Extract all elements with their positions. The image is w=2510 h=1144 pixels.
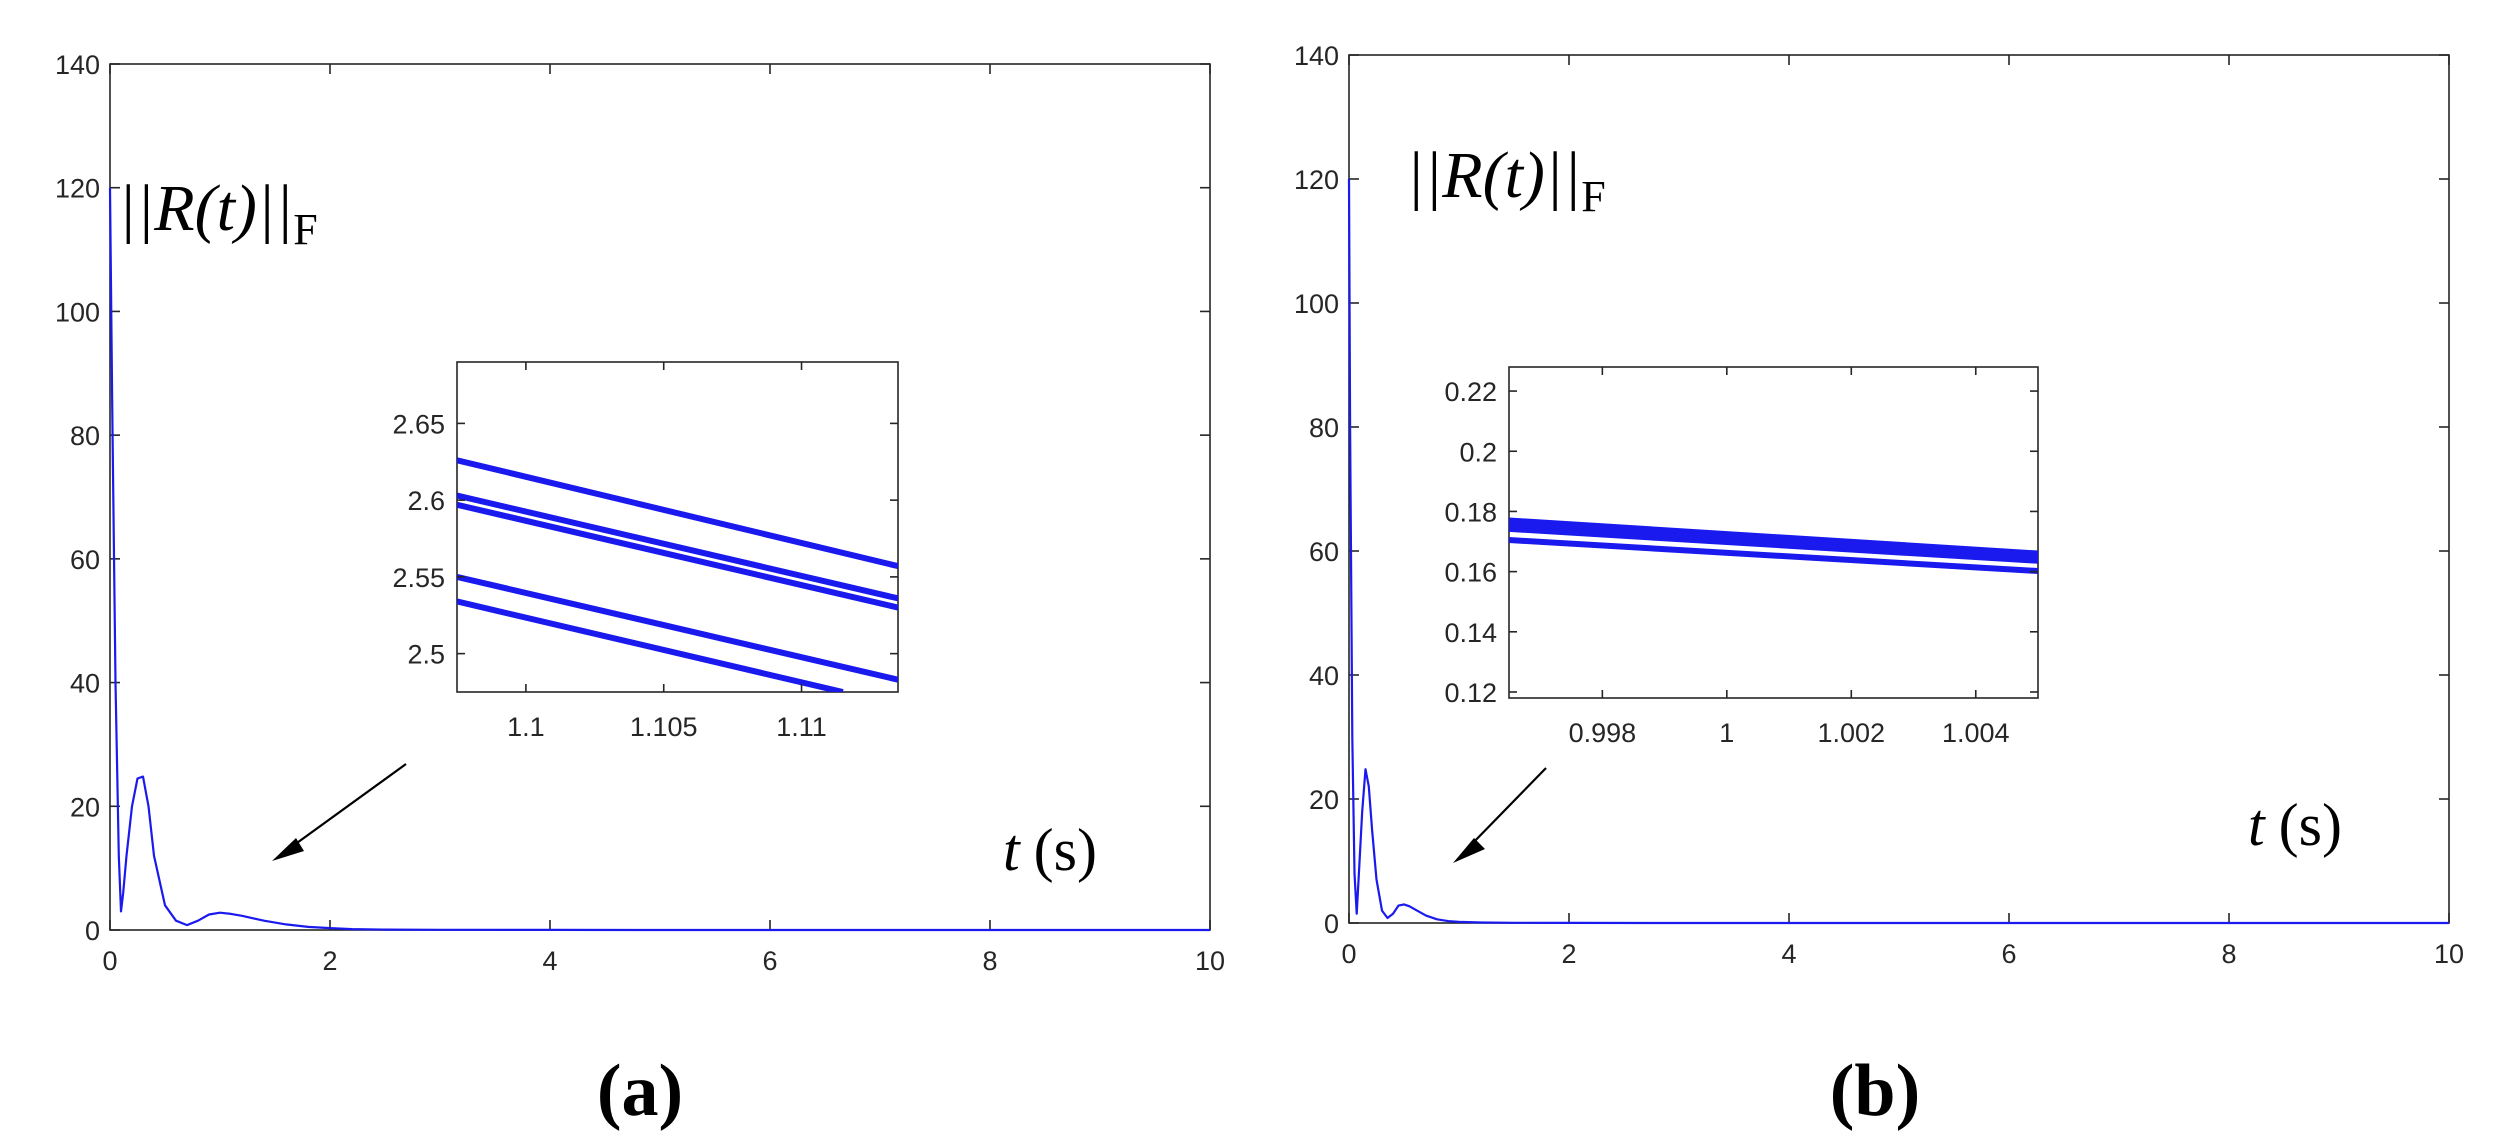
panel-b-ylabel: ||R(t)||F: [1406, 139, 1606, 221]
x-tick-label: 0: [102, 946, 117, 976]
x-tick-label: 4: [1781, 939, 1796, 969]
inset-series-line-2: [1509, 525, 2038, 564]
inset-y-tick-label: 0.16: [1444, 558, 1497, 588]
inset-x-tick-label: 1.004: [1942, 718, 2010, 748]
x-tick-label: 6: [2001, 939, 2016, 969]
inset-x-tick-label: 1.11: [776, 712, 827, 742]
x-tick-label: 0: [1341, 939, 1356, 969]
inset-y-tick-label: 2.5: [407, 640, 445, 670]
y-tick-label: 120: [1294, 165, 1339, 195]
y-tick-label: 80: [70, 421, 100, 451]
x-tick-label: 10: [1195, 946, 1225, 976]
y-tick-label: 60: [70, 545, 100, 575]
panel-a-xlabel: t (s): [1003, 817, 1097, 883]
series-line-0: [108, 187, 1210, 932]
y-tick-label: 40: [1309, 661, 1339, 691]
inset-y-tick-label: 2.6: [407, 486, 445, 516]
inset-y-tick-label: 0.12: [1444, 678, 1497, 708]
inset-series-line-3: [457, 573, 898, 683]
y-tick-label: 60: [1309, 537, 1339, 567]
inset-x-tick-label: 1.002: [1818, 718, 1886, 748]
inset-y-tick-label: 0.22: [1444, 377, 1497, 407]
x-tick-label: 4: [542, 946, 557, 976]
inset-series-line-1: [1509, 521, 2038, 561]
inset-y-tick-label: 2.55: [392, 563, 445, 593]
x-tick-label: 6: [762, 946, 777, 976]
inset-series-line-3: [1509, 537, 2038, 575]
inset-series-line-0: [1509, 517, 2038, 557]
panel-a-caption: (a): [597, 1050, 683, 1132]
panel-b-inset: 0.998 1 1.002 1.004 0.12 0.14 0.16 0.18 0.2 0.22: [1444, 366, 2039, 748]
y-tick-label: 40: [70, 669, 100, 699]
inset-x-tick-label: 1: [1719, 718, 1734, 748]
inset-y-tick-label: 0.18: [1444, 497, 1497, 527]
inset-x-tick-label: 1.105: [630, 712, 698, 742]
y-tick-label: 0: [85, 916, 100, 946]
inset-series-line-2: [457, 501, 898, 611]
inset-frame: [456, 361, 899, 693]
inset-series-line-4: [457, 598, 844, 692]
panel-a-arrow: [272, 763, 407, 861]
x-tick-label: 10: [2434, 939, 2464, 969]
y-tick-label: 100: [55, 297, 100, 327]
y-tick-label: 20: [1309, 785, 1339, 815]
y-tick-label: 20: [70, 792, 100, 822]
x-tick-label: 8: [2221, 939, 2236, 969]
panel-b-xlabel: t (s): [2248, 792, 2342, 858]
inset-series-line-1: [457, 492, 898, 602]
inset-y-tick-label: 2.65: [392, 409, 445, 439]
panel-a-ylabel: ||R(t)||F: [118, 172, 318, 254]
y-tick-label: 140: [1294, 41, 1339, 71]
y-tick-label: 120: [55, 174, 100, 204]
x-tick-label: 2: [322, 946, 337, 976]
y-tick-label: 80: [1309, 413, 1339, 443]
y-tick-label: 140: [55, 50, 100, 80]
inset-series-line-0: [457, 457, 898, 570]
panel-b-arrow: [1453, 767, 1547, 863]
y-tick-label: 0: [1324, 909, 1339, 939]
x-tick-label: 8: [982, 946, 997, 976]
inset-y-tick-label: 0.14: [1444, 618, 1497, 648]
panel-b-caption: (b): [1830, 1050, 1920, 1132]
inset-x-tick-label: 0.998: [1569, 718, 1637, 748]
series-line-0: [1347, 178, 2449, 925]
y-tick-label: 100: [1294, 289, 1339, 319]
x-tick-label: 2: [1561, 939, 1576, 969]
inset-x-tick-label: 1.1: [507, 712, 545, 742]
panel-a-inset: 1.1 1.105 1.11 2.5 2.55 2.6 2.65: [392, 361, 899, 742]
inset-y-tick-label: 0.2: [1459, 437, 1497, 467]
